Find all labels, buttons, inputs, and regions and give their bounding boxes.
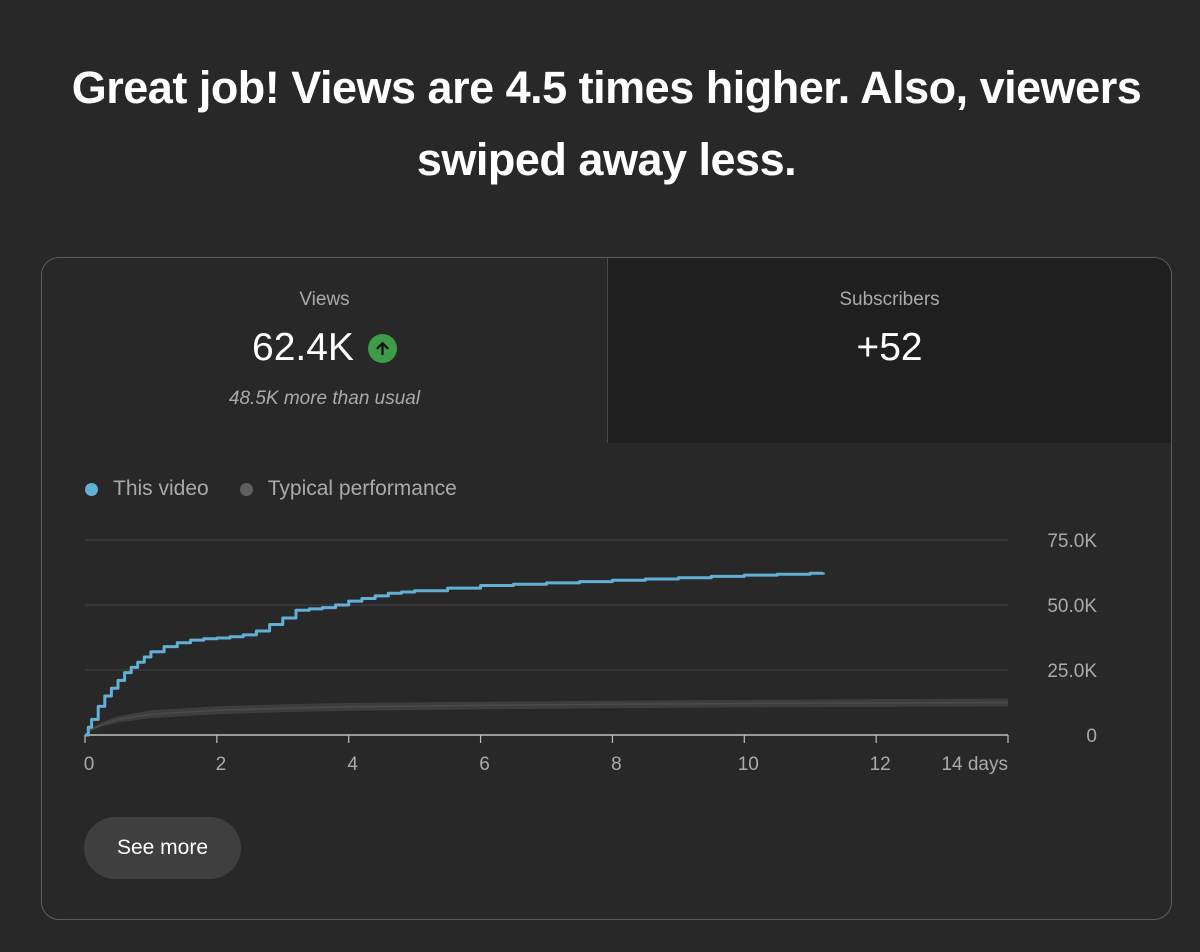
x-tick-label: 10 — [738, 754, 759, 775]
tab-views[interactable]: Views 62.4K 48.5K more than usual — [42, 258, 608, 443]
views-value: 62.4K — [252, 326, 354, 369]
subscribers-value-row: +52 — [608, 324, 1171, 372]
headline: Great job! Views are 4.5 times higher. A… — [71, 62, 1142, 185]
x-tick-label: 0 — [84, 754, 95, 775]
x-tick-label: 6 — [479, 754, 490, 775]
performance-card: Views 62.4K 48.5K more than usual Subscr… — [41, 257, 1172, 920]
legend-typical: Typical performance — [239, 477, 457, 501]
arrow-up-icon — [367, 333, 397, 363]
views-comparison-note: 48.5K more than usual — [228, 388, 421, 409]
legend-label-this-video: This video — [113, 477, 209, 500]
y-tick-label: 75.0K — [1047, 531, 1097, 552]
views-label: Views — [299, 289, 350, 310]
x-tick-label: 2 — [216, 754, 227, 775]
subscribers-label: Subscribers — [839, 289, 940, 310]
subscribers-value: +52 — [856, 326, 923, 369]
views-chart: 0 25.0K 50.0K 75.0K 0 2 4 6 8 10 12 14 days — [84, 531, 1098, 775]
typical-performance-line — [84, 701, 1009, 736]
legend-dot-this-video — [85, 482, 98, 496]
chart-legend: This video Typical performance — [85, 477, 488, 501]
legend-label-typical: Typical performance — [267, 477, 457, 500]
views-value-row: 62.4K — [42, 324, 607, 372]
y-tick-label: 50.0K — [1047, 596, 1097, 617]
legend-this-video: This video — [85, 477, 209, 501]
typical-performance-band — [85, 698, 1008, 735]
x-tick-label: 8 — [611, 754, 622, 775]
x-tick-label: 12 — [870, 754, 891, 775]
this-video-line — [85, 571, 825, 737]
x-tick-label: 4 — [347, 754, 358, 775]
see-more-button[interactable]: See more — [84, 817, 241, 879]
y-tick-label: 25.0K — [1047, 661, 1097, 682]
x-tick-label: 14 days — [941, 754, 1008, 775]
legend-dot-typical — [239, 482, 253, 496]
y-tick-label: 0 — [1086, 726, 1097, 747]
tab-subscribers[interactable]: Subscribers +52 — [608, 258, 1171, 443]
